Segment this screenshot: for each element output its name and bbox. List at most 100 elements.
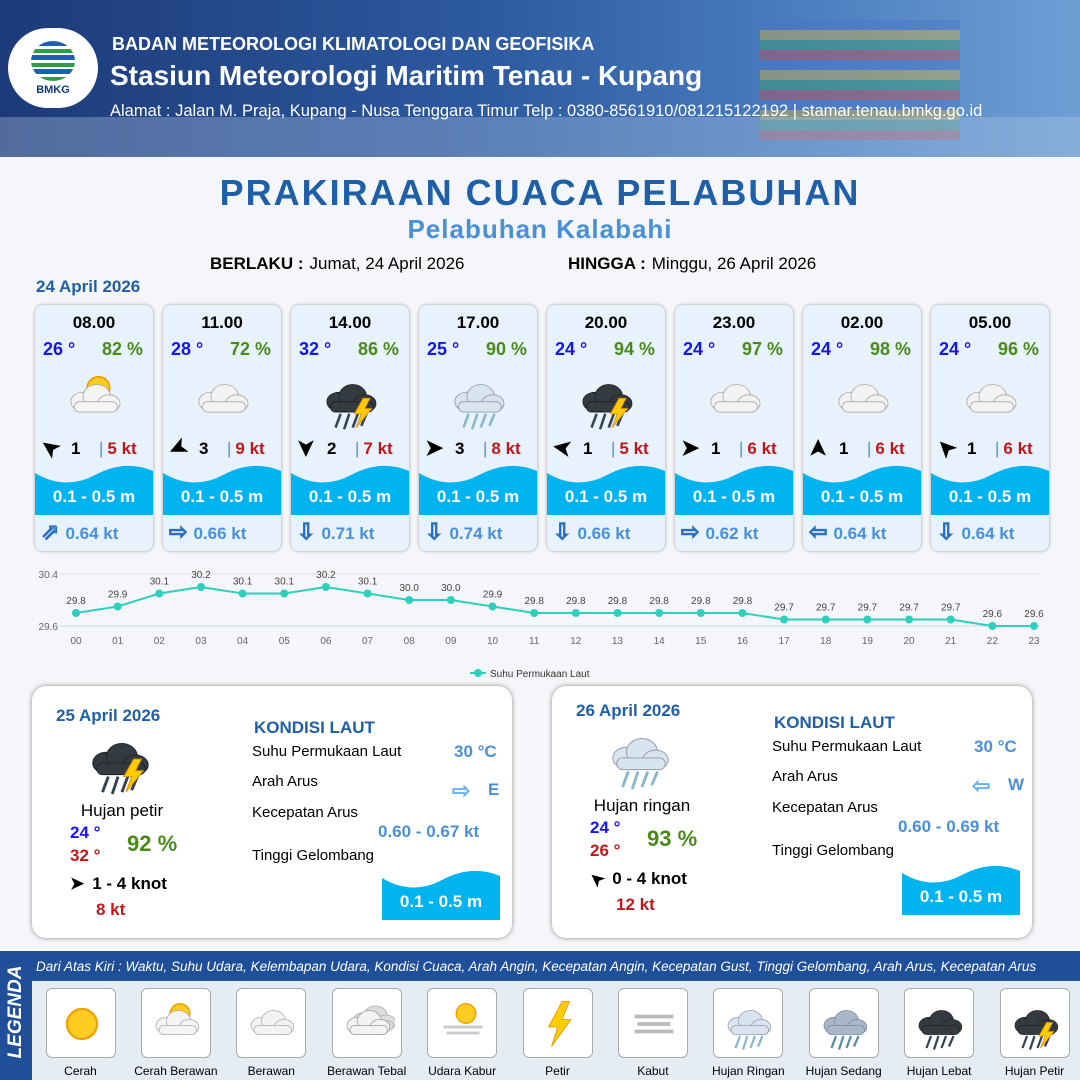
data-point (363, 589, 372, 598)
wind-direction-icon: ➤ (164, 433, 193, 464)
humidity: 98 % (869, 339, 911, 359)
data-point (1030, 622, 1038, 630)
sst-value: 30 °C (974, 737, 1017, 756)
legend-item-hujan-petir: Hujan Petir (987, 988, 1080, 1078)
gust-value: 6 kt (747, 439, 777, 458)
x-tick-label: 11 (529, 636, 540, 647)
data-point (780, 615, 789, 624)
current-speed: 0.62 kt (705, 524, 759, 543)
humidity: 92 % (127, 831, 178, 856)
wind-speed: 1 (583, 439, 593, 458)
data-label: 30.0 (441, 583, 461, 594)
separator: | (995, 439, 1000, 458)
legend-item-berawan: Berawan (224, 988, 319, 1078)
separator: | (99, 439, 104, 458)
max-temperature: 32 ° (70, 846, 101, 865)
sst-label: Suhu Permukaan Laut (772, 738, 922, 755)
data-point (238, 589, 247, 598)
data-point (155, 589, 164, 598)
current-direction-icon: ⇗ (41, 519, 60, 545)
wind-info: ➤ 1 | 6 kt (805, 437, 915, 461)
legend-item-label: Petir (545, 1064, 570, 1078)
min-temperature: 24 ° (590, 818, 621, 837)
current-direction-icon: ⇨ (681, 519, 700, 545)
data-point (113, 602, 122, 611)
legend-icon-box (140, 988, 211, 1058)
forecast-time: 05.00 (968, 313, 1012, 332)
legend-item-cerah: Cerah (33, 988, 128, 1078)
wave-height: 0.1 - 0.5 m (931, 461, 1049, 515)
valid-from-label: BERLAKU : (210, 254, 304, 273)
wind-info: ➤ 1 | 5 kt (551, 435, 659, 463)
legend-item-label: Hujan Lebat (906, 1064, 972, 1078)
data-label: 30.2 (191, 570, 211, 581)
legend-icon-box (999, 988, 1070, 1058)
wave-height-value: 0.1 - 0.5 m (919, 887, 1003, 906)
gust: | 6 kt (739, 439, 777, 459)
page-subtitle: Pelabuhan Kalabahi (407, 214, 673, 244)
legend-icon-box (236, 988, 307, 1058)
day-date: 25 April 2026 (56, 706, 161, 725)
legend-icon-box (45, 988, 116, 1058)
wave-height: 0.1 - 0.5 m (291, 461, 409, 515)
x-tick-label: 09 (445, 636, 457, 647)
air-temperature: 24 ° (683, 339, 716, 359)
current-speed: 0.74 kt (449, 524, 503, 543)
udara-kabur-icon (436, 997, 490, 1051)
data-point (446, 596, 455, 604)
wind-info: ➤ 0 - 4 knot (585, 868, 687, 892)
day-summary-panel: 26 April 2026 Hujan ringan 24 ° 26 ° 93 … (552, 686, 1032, 938)
data-point (696, 609, 705, 617)
sea-condition-title: KONDISI LAUT (774, 713, 895, 732)
wind-direction-icon: ➤ (294, 438, 320, 458)
sst-label: Suhu Permukaan Laut (252, 743, 402, 760)
current: ⇩ 0.71 kt (297, 519, 375, 545)
x-tick-label: 17 (779, 636, 791, 647)
forecast-card: 02.00 24 ° 98 % ➤ 1 | 6 kt 0.1 - 0.5 m ⇦ 0… (803, 305, 921, 551)
separator: | (227, 439, 232, 458)
wave-height: 0.1 - 0.5 m (419, 461, 537, 515)
wind-direction-icon: ➤ (681, 435, 700, 460)
gust: | 6 kt (995, 439, 1033, 459)
legend-icon-box (617, 988, 688, 1058)
current-direction-icon: ⇩ (553, 519, 572, 545)
forecast-time: 08.00 (72, 313, 116, 332)
wave-height-value: 0.1 - 0.5 m (564, 487, 648, 506)
separator: | (611, 439, 616, 458)
x-tick-label: 04 (237, 636, 249, 647)
y-tick-label: 30.4 (39, 570, 59, 581)
legend-item-cerah-berawan: Cerah Berawan (128, 988, 223, 1078)
org-name: BADAN METEOROLOGI KLIMATOLOGI DAN GEOFIS… (112, 34, 595, 54)
wind-direction-icon: ➤ (425, 435, 444, 460)
forecast-card: 17.00 25 ° 90 % ➤ 3 | 8 kt 0.1 - 0.5 m ⇩ 0… (419, 305, 537, 551)
gust: | 7 kt (355, 439, 393, 459)
data-point (72, 609, 80, 617)
wind-speed: 1 (967, 439, 977, 458)
min-temperature: 24 ° (70, 823, 101, 842)
legend-icon-box (522, 988, 593, 1058)
wave-height: 0.1 - 0.5 m (902, 861, 1020, 915)
current-speed: 0.64 kt (65, 524, 119, 543)
x-tick-label: 18 (820, 636, 832, 647)
legend-item-kabut: Kabut (605, 988, 700, 1078)
current-direction-label: Arah Arus (252, 773, 318, 790)
data-label: 30.1 (358, 577, 378, 588)
berawan-weather-icon (699, 369, 771, 431)
x-tick-label: 00 (70, 636, 82, 647)
legend-title: LEGENDA (5, 965, 26, 1059)
air-temperature: 24 ° (811, 339, 844, 359)
gust: 12 kt (616, 895, 655, 914)
data-label: 30.0 (399, 583, 419, 594)
station-name: Stasiun Meteorologi Maritim Tenau - Kupa… (110, 60, 703, 91)
forecast-time: 11.00 (201, 313, 243, 332)
wind-speed: 3 (455, 439, 465, 458)
wind-speed: 1 (71, 439, 81, 458)
legend-icon-box (713, 988, 784, 1058)
legend-side: LEGENDA (0, 951, 32, 1080)
air-temperature: 25 ° (427, 339, 460, 359)
data-label: 29.8 (691, 596, 711, 607)
wind-direction-icon: ➤ (931, 432, 962, 464)
legend-icon-box (427, 988, 498, 1058)
petir-icon (532, 997, 586, 1051)
data-point (530, 609, 539, 617)
